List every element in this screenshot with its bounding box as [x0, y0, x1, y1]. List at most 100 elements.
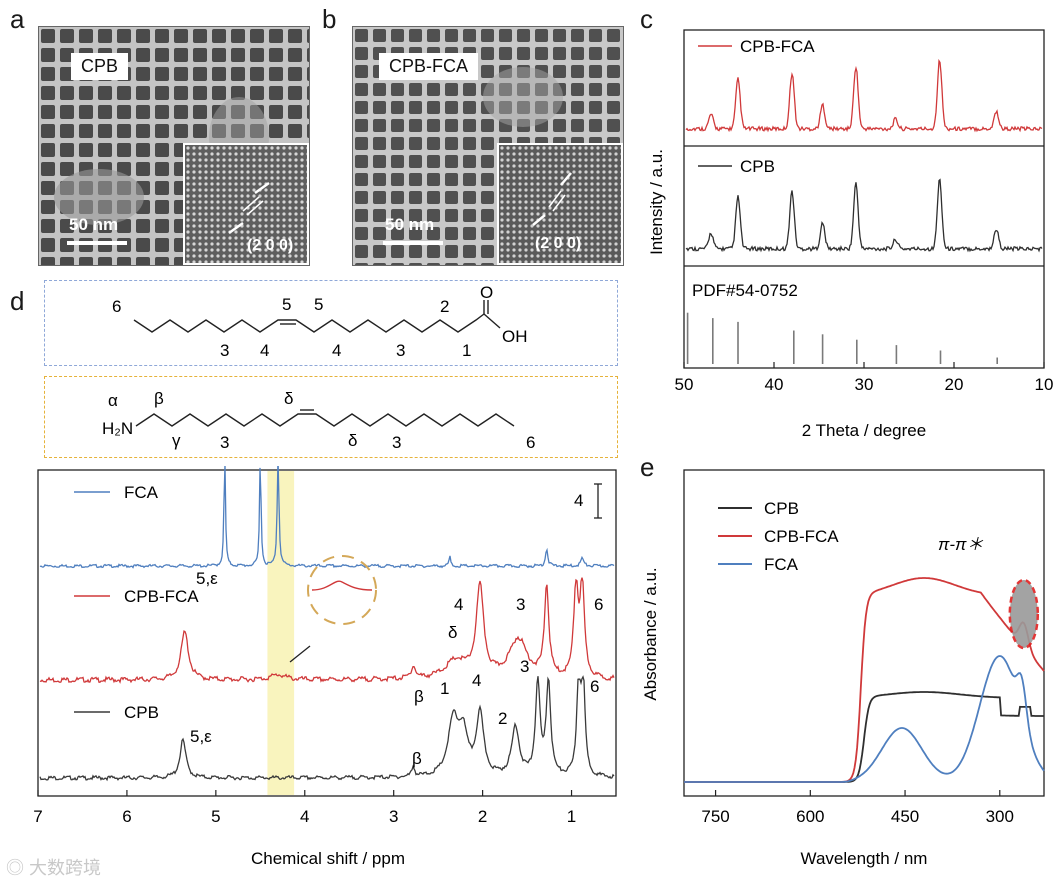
fca-oxygen: O — [480, 283, 493, 302]
nmr-peak-label-cpb-fca: 6 — [594, 595, 603, 614]
uv-series-cpb-fca — [684, 577, 1045, 783]
nmr-peak-label-cpb: 2 — [498, 709, 507, 728]
uv-x-axis-title: Wavelength / nm — [801, 849, 928, 868]
uv-pi-highlight — [1008, 578, 1040, 650]
fca-hydroxyl-bond — [483, 313, 501, 329]
nmr-peak-label-cpb-fca: 4 — [454, 595, 463, 614]
xrd-x-tick-label: 20 — [945, 375, 964, 394]
xrd-x-tick-label: 10 — [1035, 375, 1054, 394]
nmr-legend-cpb: CPB — [124, 703, 159, 722]
uv-frame — [683, 469, 1045, 797]
amine-label-gamma: γ — [172, 431, 181, 450]
xrd-chart: 50 40 30 20 10 CPB-FCA CPB PDF#54-0752 2 The… — [647, 29, 1054, 440]
nmr-peak-label-cpb-fca: 5,ε — [196, 569, 218, 588]
uv-x-tick-label: 600 — [796, 807, 824, 826]
miller-index-a: (2 0 0) — [247, 237, 294, 254]
panel-letter-d: d — [10, 286, 25, 316]
fca-label-3b: 3 — [396, 341, 405, 360]
tem-image-cpb: CPB 50 nm (2 0 0) — [38, 26, 310, 266]
uv-x-tick-label: 300 — [986, 807, 1014, 826]
nmr-legend-fca: FCA — [124, 483, 159, 502]
amine-label-alpha: α — [108, 391, 118, 410]
fca-label-4b: 4 — [332, 341, 341, 360]
fca-oh: OH — [502, 327, 528, 346]
nmr-peak-label-cpb: 6 — [590, 677, 599, 696]
amine-label-delta-a: δ — [284, 389, 293, 408]
fca-label-5b: 5 — [314, 295, 323, 314]
nmr-peak-label-cpb-fca: 3 — [516, 595, 525, 614]
uvvis-chart: 750 600 450 300 CPB CPB-FCA FCA π-π＊ Wavele… — [641, 469, 1045, 868]
xrd-legend-cpb: CPB — [740, 157, 775, 176]
fca-label-2: 2 — [440, 297, 449, 316]
xrd-series-cpb — [685, 178, 1043, 253]
nmr-peak-label-cpb: 1 — [440, 679, 449, 698]
nmr-highlight-band — [267, 471, 295, 795]
molecular-structures: 6 5 5 2 3 4 4 3 1 O OH α β H₂N γ 3 δ δ 3… — [102, 283, 535, 452]
lattice-texture-b — [499, 145, 621, 263]
fca-label-5a: 5 — [282, 295, 291, 314]
nmr-x-tick-label: 6 — [122, 807, 131, 826]
xrd-y-axis-title: Intensity / a.u. — [647, 149, 666, 255]
xrd-x-tick-label: 30 — [855, 375, 874, 394]
nmr-x-tick-label: 2 — [478, 807, 487, 826]
tem-image-cpb-fca: CPB-FCA 50 nm (2 0 0) — [352, 26, 624, 266]
uv-pi-annotation: π-π＊ — [938, 535, 983, 554]
xrd-series-cpb-fca — [685, 58, 1043, 133]
uv-legend-fca: FCA — [764, 555, 799, 574]
xrd-x-tick-label: 40 — [765, 375, 784, 394]
nmr-peak-label-cpb: 3 — [520, 657, 529, 676]
scale-text-b: 50 nm — [385, 215, 435, 234]
amine-structure-box — [44, 376, 618, 458]
watermark: ◎ 大数跨境 — [6, 854, 101, 880]
nmr-x-tick-label: 5 — [211, 807, 220, 826]
nmr-x-tick-label: 1 — [567, 807, 576, 826]
amine-label-3a: 3 — [220, 433, 229, 452]
scale-text-a: 50 nm — [69, 215, 119, 234]
scale-bar-b — [383, 241, 443, 245]
amine-label-beta: β — [154, 389, 164, 408]
nmr-peak-label-cpb-fca: δ — [448, 623, 457, 642]
xrd-legend-pdf: PDF#54-0752 — [692, 281, 798, 300]
amine-label-6: 6 — [526, 433, 535, 452]
amine-chain — [135, 413, 515, 427]
nmr-x-tick-label: 3 — [389, 807, 398, 826]
watermark-logo-icon: ◎ — [6, 858, 30, 878]
nmr-x-tick-label: 7 — [33, 807, 42, 826]
xrd-x-axis-title: 2 Theta / degree — [802, 421, 926, 440]
hrtem-inset-a: (2 0 0) — [183, 143, 309, 265]
panel-letter-b: b — [322, 4, 337, 34]
scale-bar-a — [67, 241, 127, 245]
nmr-zoom-arrow — [289, 645, 311, 663]
nmr-peak-label-cpb: 5,ε — [190, 727, 212, 746]
fca-structure-box — [44, 280, 618, 366]
nmr-peak-label-cpb: 4 — [472, 671, 481, 690]
nmr-spectrum-cpb — [39, 675, 615, 782]
hrtem-inset-b: (2 0 0) — [497, 143, 623, 265]
tem-label-cpb: CPB — [71, 53, 129, 80]
xrd-legend-cpb-fca: CPB-FCA — [740, 37, 815, 56]
panel-letter-e: e — [640, 452, 655, 482]
panel-letter-c: c — [640, 4, 653, 34]
uv-series-cpb — [684, 691, 1044, 783]
fca-chain — [133, 313, 485, 333]
fca-label-3a: 3 — [220, 341, 229, 360]
amine-nh2: H₂N — [102, 419, 133, 438]
nmr-x-tick-label: 4 — [300, 807, 309, 826]
nmr-peak-label-cpb: β — [412, 749, 422, 768]
xrd-x-tick-label: 50 — [675, 375, 694, 394]
nmr-spectrum-fca — [39, 466, 615, 569]
miller-index-b: (2 0 0) — [535, 235, 582, 252]
watermark-text: 大数跨境 — [29, 858, 102, 878]
nmr-legend-cpb-fca: CPB-FCA — [124, 587, 199, 606]
nmr-x-axis-title: Chemical shift / ppm — [251, 849, 405, 868]
nmr-scale-label: 4 — [574, 491, 583, 510]
nmr-frame — [37, 469, 617, 797]
nmr-zoom-circle — [307, 555, 377, 625]
uv-y-axis-title: Absorbance / a.u. — [641, 567, 660, 700]
fca-label-6: 6 — [112, 297, 121, 316]
nmr-zoom-trace — [311, 580, 373, 591]
uv-series-fca — [684, 655, 1045, 783]
panel-letter-a: a — [10, 4, 25, 34]
fca-label-1: 1 — [462, 341, 471, 360]
